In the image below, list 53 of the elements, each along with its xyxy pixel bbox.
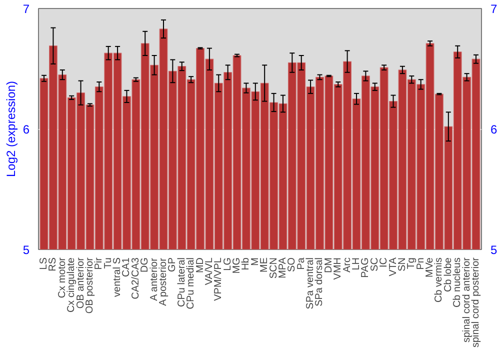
- x-tick-label: SO: [286, 257, 298, 272]
- x-tick-label: OB anterior: [75, 256, 86, 309]
- x-tick-label: VPM/VPL: [213, 257, 224, 301]
- y2-tick-label: 7: [490, 2, 498, 16]
- y2-tick-label: 5: [490, 243, 498, 257]
- x-tick-label: ME: [259, 257, 270, 272]
- x-tick-label: Pir: [94, 256, 105, 270]
- x-tick-label: CPu lateral: [176, 258, 188, 307]
- x-tick-label: LS: [38, 257, 50, 270]
- x-tick-label: M: [250, 257, 261, 266]
- x-tick-label: Arc: [342, 258, 353, 272]
- y-tick-label: 6: [22, 122, 30, 136]
- x-tick-label: Cx cingulate: [66, 257, 78, 313]
- y-tick-label: 7: [22, 2, 30, 16]
- x-tick-label: VMH: [332, 257, 344, 280]
- x-tick-label: Cb nucleus: [452, 258, 464, 308]
- y-axis-title: Log2 (expression): [4, 80, 18, 178]
- x-tick-label: GP: [167, 257, 178, 272]
- x-tick-label: Cb vermis: [434, 257, 445, 303]
- x-tick-label: CPu medial: [186, 257, 197, 310]
- x-tick-label: Hb: [240, 257, 252, 270]
- x-tick-label: VTA: [388, 257, 399, 276]
- x-tick-label: DG: [140, 257, 151, 272]
- x-tick-label: Pa: [296, 257, 307, 270]
- x-tick-label: Cx motor: [56, 256, 68, 298]
- x-tick-label: spinal cord anterior: [461, 256, 472, 343]
- x-tick-label: PAG: [360, 257, 372, 278]
- x-tick-label: Tu: [102, 257, 114, 269]
- x-tick-label: spinal cord posterior: [470, 256, 482, 348]
- x-tick-label: A posterior: [158, 257, 169, 306]
- x-tick-label: DM: [323, 257, 334, 274]
- x-tick-label: SC: [369, 257, 380, 272]
- x-tick-label: CA1: [121, 257, 132, 277]
- x-tick-label: RS: [48, 257, 59, 272]
- y2-tick-label: 6: [490, 122, 498, 136]
- x-tick-label: SPa dorsal: [314, 257, 326, 306]
- x-tick-label: VA/VL: [204, 257, 215, 286]
- x-tick-label: MPA: [277, 257, 288, 278]
- x-tick-label: MD: [194, 257, 206, 274]
- x-tick-label: IC: [378, 258, 390, 268]
- x-tick-label: CA2/CA3: [130, 257, 142, 300]
- x-tick-label: SCN: [268, 257, 280, 279]
- x-tick-label: OB posterior: [84, 256, 96, 314]
- y-tick-label: 5: [22, 243, 30, 257]
- x-tick-label: Cb lobe: [442, 257, 454, 292]
- x-tick-label: ventral S: [112, 257, 124, 297]
- x-tick-label: LG: [222, 257, 234, 271]
- x-tick-label: Pn: [415, 257, 426, 270]
- x-tick-label: LH: [351, 257, 362, 270]
- x-tick-label: A anterior: [148, 257, 160, 301]
- x-tick-label: Tg: [406, 258, 418, 270]
- x-tick-label: MVe: [424, 257, 436, 278]
- x-tick-label: SN: [396, 257, 408, 272]
